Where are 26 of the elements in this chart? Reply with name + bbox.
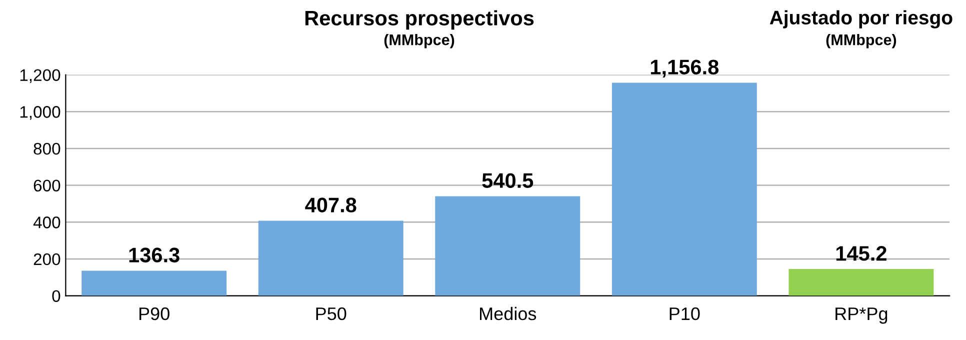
data-label: 136.3 — [129, 248, 180, 262]
text: (MMbpce) — [826, 34, 896, 48]
x-tick-label: RP*Pg — [836, 308, 888, 324]
data-label: 407.8 — [305, 198, 356, 212]
bar — [788, 269, 934, 296]
y-tick-label: 800 — [34, 142, 60, 155]
chart-title: Recursos prospectivos — [305, 10, 534, 30]
y-tick-label: 200 — [34, 253, 60, 266]
chart-subtitle: (MMbpce) — [384, 34, 454, 48]
text: Ajustado por riesgo — [770, 10, 952, 28]
data-label: 1,156.8 — [650, 60, 719, 78]
bar — [612, 82, 757, 296]
x-tick-label: P10 — [670, 307, 700, 320]
data-label: 145.2 — [836, 246, 886, 261]
bar — [435, 196, 580, 296]
y-tick-label: 400 — [33, 216, 60, 228]
x-tick-label: P50 — [316, 307, 346, 320]
x-tick-label: P90 — [139, 307, 170, 320]
x-tick-label: Medios — [480, 306, 536, 320]
y-tick-label: 600 — [34, 180, 60, 192]
bar — [82, 270, 227, 296]
y-tick-label: 0 — [52, 290, 60, 302]
bar — [258, 220, 404, 296]
y-tick-label: 1,000 — [20, 106, 60, 120]
data-label: 540.5 — [482, 173, 534, 188]
y-tick-label: 1,200 — [20, 69, 60, 83]
